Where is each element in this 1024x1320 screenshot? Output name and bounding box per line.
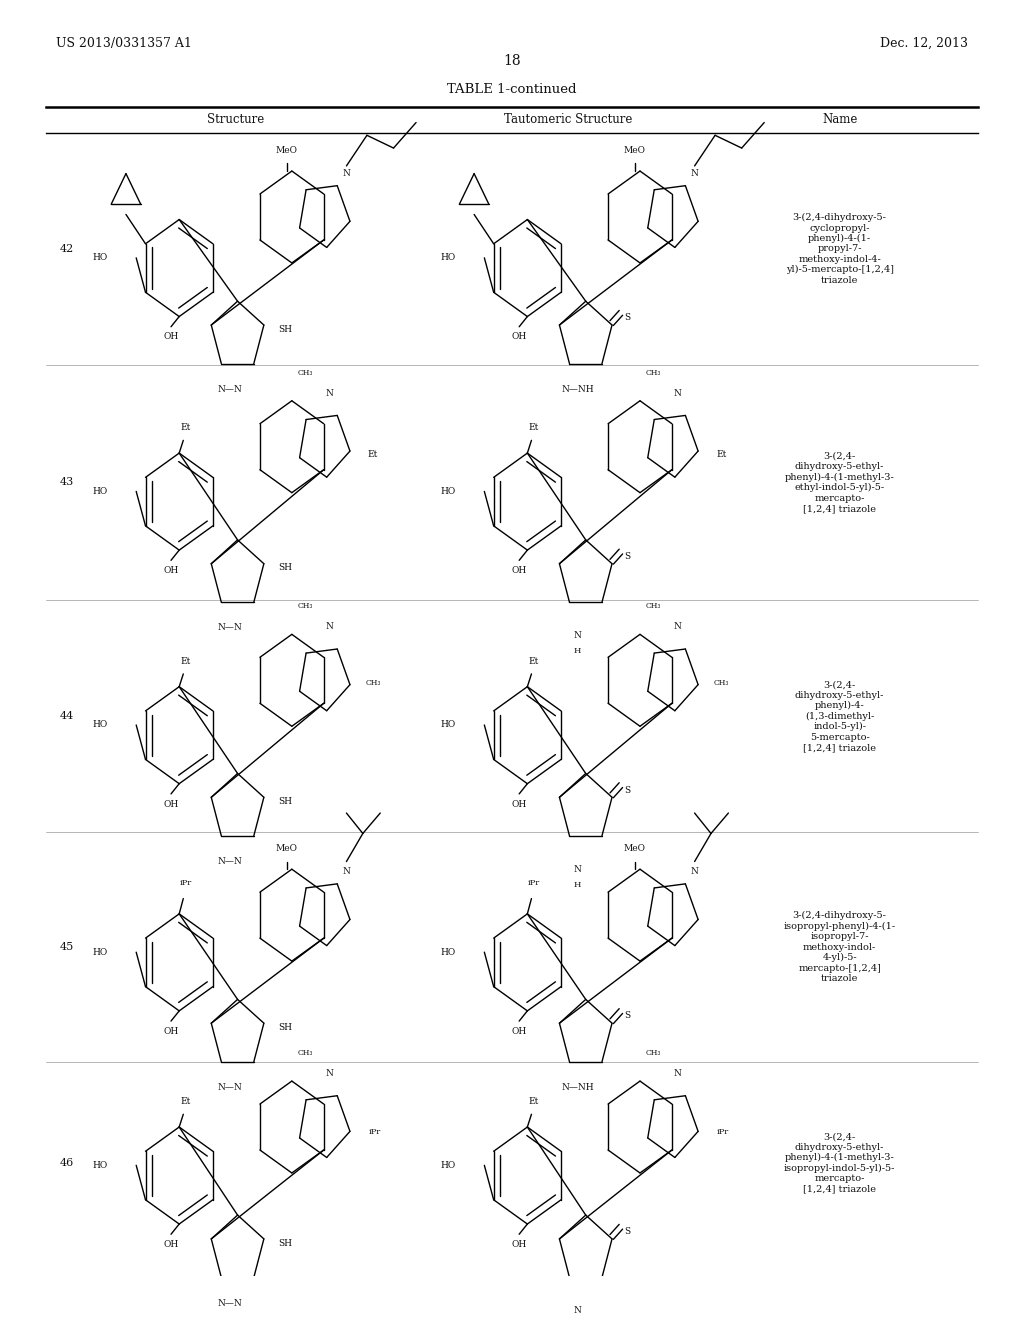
Text: CH₃: CH₃ <box>714 678 729 686</box>
Text: OH: OH <box>164 800 178 809</box>
Text: HO: HO <box>92 948 108 957</box>
Text: iPr: iPr <box>717 1129 729 1137</box>
Text: OH: OH <box>512 566 526 576</box>
Text: S: S <box>625 313 631 322</box>
Text: 43: 43 <box>59 478 74 487</box>
Text: iPr: iPr <box>527 879 540 887</box>
Text: N—NH: N—NH <box>561 385 594 393</box>
Text: CH₃: CH₃ <box>366 678 381 686</box>
Text: Et: Et <box>528 424 539 432</box>
Text: HO: HO <box>92 1160 108 1170</box>
Text: HO: HO <box>440 1160 456 1170</box>
Text: N: N <box>690 169 698 178</box>
Text: N: N <box>690 867 698 876</box>
Text: SH: SH <box>279 1238 293 1247</box>
Text: N: N <box>325 388 333 397</box>
Text: OH: OH <box>164 333 178 342</box>
Text: OH: OH <box>164 1239 178 1249</box>
Text: OH: OH <box>512 800 526 809</box>
Text: 18: 18 <box>503 54 521 69</box>
Text: Dec. 12, 2013: Dec. 12, 2013 <box>880 37 968 50</box>
Text: TABLE 1-continued: TABLE 1-continued <box>447 83 577 96</box>
Text: Et: Et <box>528 656 539 665</box>
Text: 3-(2,4-dihydroxy-5-
isopropyl-phenyl)-4-(1-
isopropyl-7-
methoxy-indol-
4-yl)-5-: 3-(2,4-dihydroxy-5- isopropyl-phenyl)-4-… <box>783 911 896 983</box>
Text: N—N: N—N <box>217 385 242 393</box>
Text: OH: OH <box>512 1239 526 1249</box>
Text: SH: SH <box>279 797 293 807</box>
Text: 45: 45 <box>59 942 74 952</box>
Text: CH₃: CH₃ <box>298 368 313 376</box>
Text: MeO: MeO <box>624 147 646 156</box>
Text: iPr: iPr <box>179 879 191 887</box>
Text: N: N <box>342 169 350 178</box>
Text: N: N <box>573 631 582 640</box>
Text: US 2013/0331357 A1: US 2013/0331357 A1 <box>56 37 193 50</box>
Text: N: N <box>342 867 350 876</box>
Text: S: S <box>625 1228 631 1237</box>
Text: OH: OH <box>164 566 178 576</box>
Text: MeO: MeO <box>275 845 298 853</box>
Text: H: H <box>573 647 582 655</box>
Text: HO: HO <box>440 253 456 263</box>
Text: Et: Et <box>716 450 726 459</box>
Text: S: S <box>625 1011 631 1020</box>
Text: N: N <box>673 1069 681 1078</box>
Text: N: N <box>573 865 582 874</box>
Text: N: N <box>325 1069 333 1078</box>
Text: S: S <box>625 785 631 795</box>
Text: N: N <box>673 622 681 631</box>
Text: SH: SH <box>279 325 293 334</box>
Text: Structure: Structure <box>207 114 264 127</box>
Text: MeO: MeO <box>624 845 646 853</box>
Text: SH: SH <box>279 1023 293 1032</box>
Text: N—N: N—N <box>217 857 242 866</box>
Text: HO: HO <box>440 487 456 496</box>
Text: N—N: N—N <box>217 1299 242 1308</box>
Text: Name: Name <box>822 114 857 127</box>
Text: Et: Et <box>180 656 190 665</box>
Text: Et: Et <box>528 1097 539 1106</box>
Text: CH₃: CH₃ <box>646 1049 662 1057</box>
Text: 42: 42 <box>59 244 74 253</box>
Text: 3-(2,4-dihydroxy-5-
cyclopropyl-
phenyl)-4-(1-
propyl-7-
methoxy-indol-4-
yl)-5-: 3-(2,4-dihydroxy-5- cyclopropyl- phenyl)… <box>785 213 894 285</box>
Text: N—N: N—N <box>217 1082 242 1092</box>
Text: OH: OH <box>164 1027 178 1036</box>
Text: HO: HO <box>92 253 108 263</box>
Text: MeO: MeO <box>275 147 298 156</box>
Text: Tautomeric Structure: Tautomeric Structure <box>504 114 633 127</box>
Text: N—NH: N—NH <box>561 1082 594 1092</box>
Text: Et: Et <box>368 450 378 459</box>
Text: H: H <box>573 880 582 888</box>
Text: N: N <box>325 622 333 631</box>
Text: 46: 46 <box>59 1158 74 1168</box>
Text: 3-(2,4-
dihydroxy-5-ethyl-
phenyl)-4-(1-methyl-3-
isopropyl-indol-5-yl)-5-
merca: 3-(2,4- dihydroxy-5-ethyl- phenyl)-4-(1-… <box>784 1133 895 1193</box>
Text: HO: HO <box>92 721 108 730</box>
Text: OH: OH <box>512 333 526 342</box>
Text: Et: Et <box>180 1097 190 1106</box>
Text: Et: Et <box>180 424 190 432</box>
Text: 3-(2,4-
dihydroxy-5-ethyl-
phenyl)-4-(1-methyl-3-
ethyl-indol-5-yl)-5-
mercapto-: 3-(2,4- dihydroxy-5-ethyl- phenyl)-4-(1-… <box>784 451 895 513</box>
Text: S: S <box>625 552 631 561</box>
Text: HO: HO <box>440 948 456 957</box>
Text: SH: SH <box>279 564 293 573</box>
Text: N: N <box>573 1307 582 1315</box>
Text: OH: OH <box>512 1027 526 1036</box>
Text: CH₃: CH₃ <box>298 1049 313 1057</box>
Text: CH₃: CH₃ <box>298 602 313 610</box>
Text: 44: 44 <box>59 711 74 721</box>
Text: CH₃: CH₃ <box>646 368 662 376</box>
Text: CH₃: CH₃ <box>646 602 662 610</box>
Text: N—N: N—N <box>217 623 242 632</box>
Text: 3-(2,4-
dihydroxy-5-ethyl-
phenyl)-4-
(1,3-dimethyl-
indol-5-yl)-
5-mercapto-
[1: 3-(2,4- dihydroxy-5-ethyl- phenyl)-4- (1… <box>795 680 885 752</box>
Text: iPr: iPr <box>369 1129 381 1137</box>
Text: HO: HO <box>440 721 456 730</box>
Text: HO: HO <box>92 487 108 496</box>
Text: N: N <box>673 388 681 397</box>
